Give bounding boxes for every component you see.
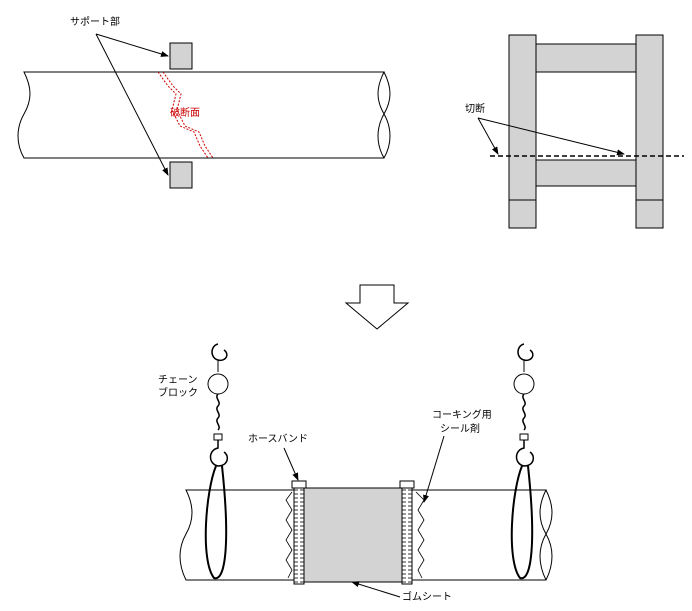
lower-hook-icon bbox=[515, 440, 535, 467]
caulking-leader bbox=[423, 435, 445, 503]
chain-left bbox=[216, 393, 220, 431]
chain-block-body-icon bbox=[513, 373, 535, 395]
frame-column-right bbox=[635, 34, 664, 201]
repaired-pipe-end-curve bbox=[539, 489, 553, 581]
sling-left bbox=[204, 465, 228, 580]
chain-block-label-line2: ブロック bbox=[158, 386, 198, 399]
chain-block-body-icon bbox=[207, 373, 229, 395]
chain-block-right bbox=[510, 343, 535, 580]
frame-cut-figure: 切断 bbox=[465, 34, 684, 229]
fracture-label: 破断面 bbox=[170, 106, 200, 119]
fracture-line-2 bbox=[162, 71, 214, 159]
rubber-sheet-leader bbox=[351, 581, 401, 598]
support-leader-top bbox=[95, 33, 169, 57]
rubber-sheet-label: ゴムシート bbox=[402, 590, 452, 603]
sling-right bbox=[510, 465, 534, 580]
caulking-label-line1: コーキング用 bbox=[432, 408, 492, 421]
cut-leader-right bbox=[477, 117, 625, 156]
cut-leader-left bbox=[477, 117, 499, 155]
support-block-bottom bbox=[169, 161, 193, 189]
hose-band-label: ホースバンド bbox=[248, 433, 308, 445]
pipe-body bbox=[17, 71, 391, 159]
caulking-label-line2: シール剤 bbox=[440, 422, 480, 435]
chain-right bbox=[522, 393, 526, 431]
fracture-line bbox=[157, 71, 209, 159]
chain-block-left bbox=[204, 343, 229, 580]
hook-icon bbox=[211, 343, 228, 362]
lower-hook-icon bbox=[209, 440, 229, 467]
frame-beam-bottom bbox=[535, 159, 637, 187]
pipe-end-curve bbox=[377, 71, 391, 159]
transition-down-arrow-icon bbox=[344, 284, 410, 330]
frame-column-right-base bbox=[635, 199, 664, 229]
hook-icon bbox=[517, 343, 534, 362]
frame-column-left bbox=[508, 34, 537, 201]
rubber-sheet bbox=[301, 487, 407, 583]
caulking-seal-right bbox=[415, 491, 425, 579]
frame-column-left-base bbox=[508, 199, 537, 229]
hose-band-leader bbox=[283, 447, 299, 481]
chain-block-label-line1: チェーン bbox=[158, 374, 198, 386]
repair-figure: チェーン ブロック ホースバンド コーキング用 シール剤 ゴムシート bbox=[158, 343, 553, 603]
support-label: サポート部 bbox=[70, 15, 120, 28]
broken-pipe-figure: 破断面 サポート部 bbox=[17, 15, 391, 189]
hose-band-right bbox=[399, 480, 415, 585]
caulking-seal-left bbox=[285, 491, 293, 579]
hose-band-left bbox=[291, 480, 307, 585]
frame-beam-top bbox=[535, 43, 637, 73]
support-block-top bbox=[169, 42, 193, 70]
support-leader-bottom bbox=[95, 33, 169, 176]
cut-label: 切断 bbox=[465, 102, 485, 115]
